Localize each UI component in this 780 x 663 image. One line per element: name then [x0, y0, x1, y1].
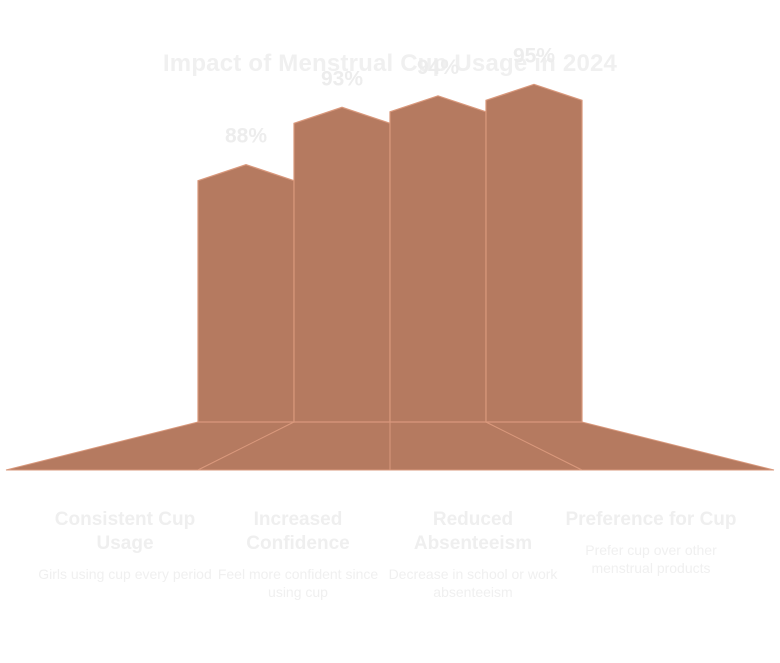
category-desc-4: Prefer cup over other menstrual products: [585, 542, 717, 576]
category-title-2: Increased Confidence: [246, 509, 350, 554]
category-2: Increased Confidence Feel more confident…: [203, 508, 393, 601]
category-title-4: Preference for Cup: [565, 509, 737, 530]
bar-2: [293, 106, 391, 423]
value-label-4: 95%: [513, 44, 555, 67]
value-label-1: 88%: [225, 125, 267, 148]
category-3: Reduced Absenteeism Decrease in school o…: [378, 508, 568, 601]
bar-base: [5, 421, 775, 471]
category-1: Consistent Cup Usage Girls using cup eve…: [30, 508, 220, 583]
bars: [197, 83, 583, 423]
value-label-2: 93%: [321, 67, 363, 90]
category-4: Preference for Cup Prefer cup over other…: [556, 508, 746, 577]
category-title-3: Reduced Absenteeism: [413, 509, 533, 554]
bar-4: [485, 83, 583, 423]
category-title-1: Consistent Cup Usage: [54, 509, 196, 554]
value-labels: 88% 93% 94% 95%: [225, 44, 555, 147]
bar-1: [197, 164, 295, 423]
bar-3: [389, 95, 487, 423]
category-desc-1: Girls using cup every period: [38, 566, 212, 582]
category-desc-3: Decrease in school or work absenteeism: [388, 566, 558, 600]
value-label-3: 94%: [417, 56, 459, 79]
category-desc-2: Feel more confident since using cup: [217, 566, 379, 600]
chart-title: Impact of Menstrual Cup Usage in 2024: [162, 50, 618, 77]
